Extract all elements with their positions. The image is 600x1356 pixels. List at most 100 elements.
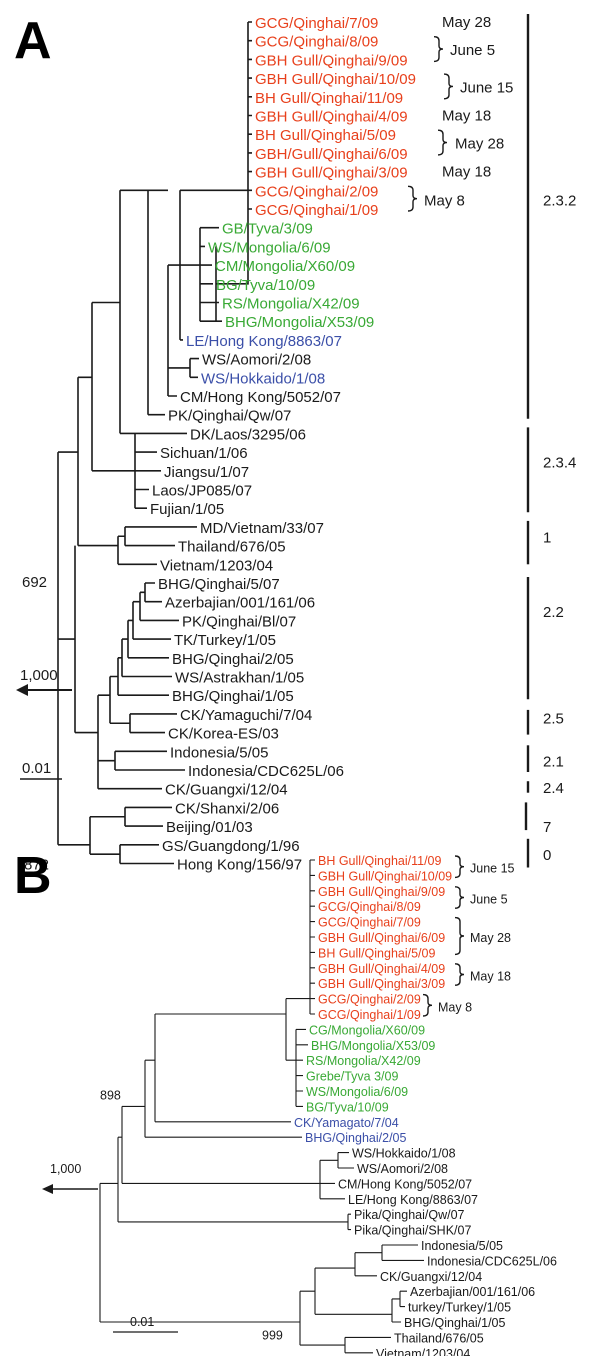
taxon-label: WS/Mongolia/6/09 <box>306 1085 408 1099</box>
taxon-label: BHG/Qinghai/2/05 <box>172 651 294 668</box>
taxon-label: GBH Gull/Qinghai/4/09 <box>255 109 408 126</box>
taxon-label: Thailand/676/05 <box>394 1331 484 1345</box>
taxon-label: GCG/Qinghai/2/09 <box>318 993 421 1007</box>
root-branch-length: 1,000 <box>50 1162 81 1176</box>
taxon-label: Indonesia/5/05 <box>170 744 268 761</box>
taxon-label: turkey/Turkey/1/05 <box>408 1301 511 1315</box>
root-arrow-head <box>42 1184 53 1194</box>
bootstrap-value: 872 <box>24 857 49 874</box>
taxon-label: CM/Hong Kong/5052/07 <box>338 1177 472 1191</box>
taxon-label: Vietnam/1203/04 <box>160 557 273 574</box>
scale-label: 0.01 <box>130 1315 154 1329</box>
taxon-label: GCG/Qinghai/8/09 <box>318 900 421 914</box>
date-brace <box>454 886 465 909</box>
taxon-label: GBH Gull/Qinghai/6/09 <box>318 931 445 945</box>
taxon-label: BH Gull/Qinghai/11/09 <box>255 90 403 107</box>
clade-label: 2.1 <box>543 754 564 771</box>
taxon-label: GCG/Qinghai/8/09 <box>255 34 378 51</box>
taxon-label: Pika/Qinghai/Qw/07 <box>354 1208 465 1222</box>
taxon-label: BG/Tyva/10/09 <box>216 277 315 294</box>
taxon-label: GBH Gull/Qinghai/10/09 <box>255 71 416 88</box>
taxon-label: BHG/Qinghai/1/05 <box>404 1316 505 1330</box>
taxon-label: GS/Guangdong/1/96 <box>162 838 300 855</box>
root-branch-length: 1,000 <box>20 667 58 684</box>
taxon-label: Indonesia/CDC625L/06 <box>427 1254 557 1268</box>
collection-date: June 5 <box>450 42 495 59</box>
taxon-label: Hong Kong/156/97 <box>177 857 302 874</box>
bootstrap-value: 692 <box>22 574 47 591</box>
taxon-label: GBH Gull/Qinghai/10/09 <box>318 869 452 883</box>
clade-label: 2.4 <box>543 780 564 797</box>
tree-branches-b <box>99 859 424 1354</box>
taxon-label: Laos/JP085/07 <box>152 483 252 500</box>
taxon-label: CM/Hong Kong/5052/07 <box>180 389 341 406</box>
taxon-label: GBH Gull/Qinghai/3/09 <box>255 165 408 182</box>
panel-letter-b: B <box>14 847 52 905</box>
taxon-label: LE/Hong Kong/8863/07 <box>348 1193 478 1207</box>
taxon-label: GBH Gull/Qinghai/3/09 <box>318 977 445 991</box>
date-brace <box>454 916 465 956</box>
taxon-label: BHG/Qinghai/5/07 <box>158 576 280 593</box>
clade-label: 0 <box>543 847 551 864</box>
collection-date: May 28 <box>470 931 511 945</box>
taxon-label: WS/Aomori/2/08 <box>202 352 311 369</box>
taxon-label: BH Gull/Qinghai/11/09 <box>318 854 441 868</box>
taxon-label: CK/Yamagato/7/04 <box>294 1116 399 1130</box>
collection-date: May 18 <box>442 108 491 125</box>
clade-label: 2.3.2 <box>543 193 576 210</box>
taxon-label: Indonesia/5/05 <box>421 1239 503 1253</box>
taxon-label: Sichuan/1/06 <box>160 445 248 462</box>
taxon-label: Indonesia/CDC625L/06 <box>188 763 344 780</box>
taxon-label: TK/Turkey/1/05 <box>174 632 276 649</box>
taxon-label: GCG/Qinghai/2/09 <box>255 183 378 200</box>
clade-label: 2.5 <box>543 711 564 728</box>
taxon-label: CK/Guangxi/12/04 <box>380 1270 482 1284</box>
date-brace <box>437 129 448 156</box>
taxon-label: CK/Yamaguchi/7/04 <box>180 707 312 724</box>
taxon-label: BHG/Qinghai/2/05 <box>305 1131 406 1145</box>
taxon-label: Fujian/1/05 <box>150 501 224 518</box>
collection-date: May 18 <box>442 164 491 181</box>
tree-branches-a <box>57 21 252 865</box>
taxon-label: Azerbajian/001/161/06 <box>165 595 315 612</box>
collection-date: May 28 <box>455 136 504 153</box>
taxon-label: GBH Gull/Qinghai/9/09 <box>255 52 408 69</box>
taxon-label: Jiangsu/1/07 <box>164 464 249 481</box>
taxon-label: Thailand/676/05 <box>178 539 286 556</box>
taxon-label: Vietnam/1203/04 <box>376 1347 470 1356</box>
taxon-label: GBH Gull/Qinghai/9/09 <box>318 885 445 899</box>
taxon-label: Azerbajian/001/161/06 <box>410 1285 535 1299</box>
taxon-label: WS/Hokkaido/1/08 <box>352 1147 456 1161</box>
taxon-label: CK/Guangxi/12/04 <box>165 782 288 799</box>
taxon-label: Beijing/01/03 <box>166 819 253 836</box>
collection-date: May 28 <box>442 14 491 31</box>
collection-date: June 5 <box>470 893 508 907</box>
taxon-label: GCG/Qinghai/1/09 <box>255 202 378 219</box>
root-arrow-head <box>16 684 28 696</box>
clade-label: 2.3.4 <box>543 454 576 471</box>
taxon-label: WS/Mongolia/6/09 <box>208 239 331 256</box>
taxon-label: DK/Laos/3295/06 <box>190 426 306 443</box>
date-brace <box>422 993 433 1017</box>
scale-label: 0.01 <box>22 760 51 777</box>
date-brace <box>433 36 444 63</box>
taxon-label: GBH Gull/Qinghai/4/09 <box>318 962 445 976</box>
collection-date: June 15 <box>460 79 513 96</box>
taxon-label: GCG/Qinghai/7/09 <box>318 916 421 930</box>
taxon-label: PK/Qinghai/Qw/07 <box>168 408 291 425</box>
bootstrap-value: 898 <box>100 1089 121 1103</box>
taxon-label: GBH/Gull/Qinghai/6/09 <box>255 146 408 163</box>
taxon-label: CK/Shanxi/2/06 <box>175 800 279 817</box>
date-brace <box>454 963 465 986</box>
clade-label: 7 <box>543 819 551 836</box>
taxon-label: PK/Qinghai/Bl/07 <box>182 613 296 630</box>
taxon-label: BHG/Qinghai/1/05 <box>172 688 294 705</box>
taxon-label: LE/Hong Kong/8863/07 <box>186 333 342 350</box>
taxon-label: RS/Mongolia/X42/09 <box>222 296 360 313</box>
panel-letter-a: A <box>14 12 52 70</box>
date-brace <box>407 185 418 212</box>
collection-date: May 8 <box>424 193 465 210</box>
date-brace <box>454 855 465 879</box>
